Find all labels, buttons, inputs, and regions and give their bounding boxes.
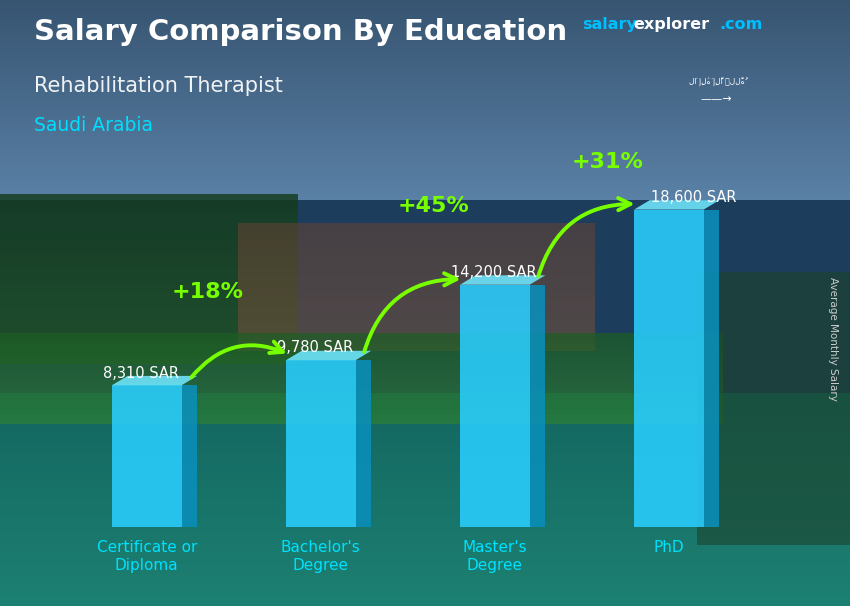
Polygon shape (530, 285, 546, 527)
Text: +31%: +31% (571, 152, 643, 172)
Text: Rehabilitation Therapist: Rehabilitation Therapist (34, 76, 283, 96)
Polygon shape (634, 200, 719, 210)
Text: 18,600 SAR: 18,600 SAR (651, 190, 737, 205)
Text: Salary Comparison By Education: Salary Comparison By Education (34, 18, 567, 46)
Text: لَا إِلَٰهَ إِلَّا ٱللَّٰهُ: لَا إِلَٰهَ إِلَّا ٱللَّٰهُ (688, 77, 745, 87)
Text: ——→: ——→ (700, 94, 733, 104)
Text: Saudi Arabia: Saudi Arabia (34, 116, 153, 135)
Polygon shape (182, 385, 197, 527)
Polygon shape (286, 351, 371, 360)
Text: +45%: +45% (398, 196, 469, 216)
Text: +18%: +18% (171, 282, 243, 302)
Text: salary: salary (582, 17, 638, 32)
Text: .com: .com (719, 17, 762, 32)
Text: 8,310 SAR: 8,310 SAR (103, 365, 179, 381)
Polygon shape (112, 376, 197, 385)
Text: Average Monthly Salary: Average Monthly Salary (828, 278, 838, 401)
Text: 9,780 SAR: 9,780 SAR (277, 341, 354, 355)
Text: 14,200 SAR: 14,200 SAR (451, 265, 537, 280)
Polygon shape (460, 285, 530, 527)
Text: explorer: explorer (633, 17, 710, 32)
Polygon shape (286, 360, 355, 527)
Polygon shape (634, 210, 704, 527)
Polygon shape (460, 275, 546, 285)
Polygon shape (704, 210, 719, 527)
Polygon shape (355, 360, 371, 527)
Polygon shape (112, 385, 182, 527)
